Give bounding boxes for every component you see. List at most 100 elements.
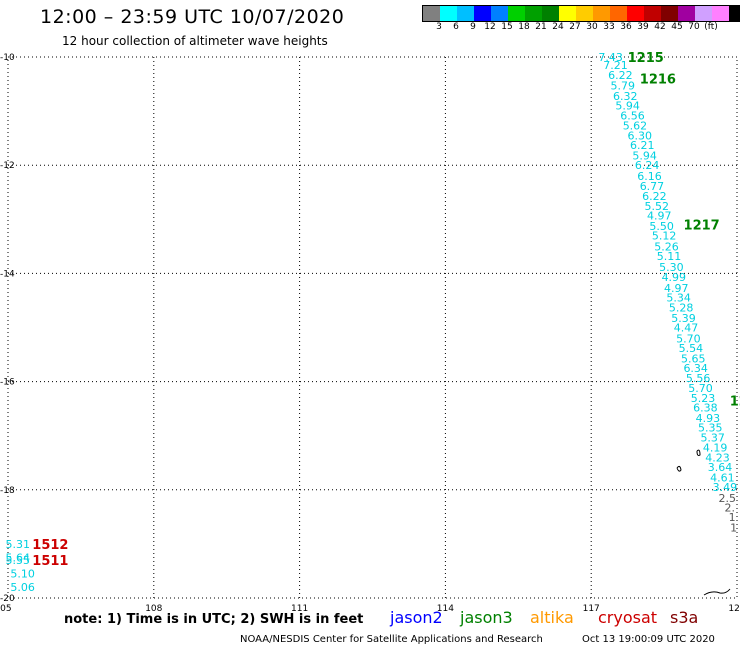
pass-time-label: 1216 bbox=[640, 73, 676, 88]
longitude-tick-label: 117 bbox=[583, 604, 600, 614]
color-swatch bbox=[678, 6, 695, 21]
swh-value: 4.99 bbox=[662, 271, 687, 284]
color-swatch bbox=[610, 6, 627, 21]
swh-value: 5.64 bbox=[5, 551, 30, 564]
swh-value: 3.49 bbox=[713, 481, 738, 494]
swh-value: 5.62 bbox=[623, 120, 648, 133]
color-swatch bbox=[457, 6, 474, 21]
swh-value: 5.34 bbox=[666, 292, 691, 305]
color-swatch bbox=[508, 6, 525, 21]
color-scale-label: 42 bbox=[654, 22, 666, 32]
swh-value: 5.52 bbox=[645, 200, 670, 213]
color-swatch bbox=[576, 6, 593, 21]
swh-value: 6.34 bbox=[683, 362, 708, 375]
swh-value: 5.50 bbox=[649, 220, 674, 233]
swh-value: 4.19 bbox=[703, 442, 728, 455]
color-scale-label: 21 bbox=[535, 22, 547, 32]
swh-value: 5.23 bbox=[691, 392, 716, 405]
color-scale-label: 45 bbox=[671, 22, 683, 32]
color-swatch bbox=[661, 6, 678, 21]
swh-value: 5.35 bbox=[698, 422, 723, 435]
latitude-tick-label: -16 bbox=[0, 378, 15, 388]
longitude-tick-label: 108 bbox=[145, 604, 162, 614]
color-scale-label: 12 bbox=[484, 22, 496, 32]
swh-value: 5.79 bbox=[611, 80, 636, 93]
pass-time-label: 1511 bbox=[32, 554, 68, 569]
color-scale-label: 70 bbox=[688, 22, 700, 32]
swh-value: 2. bbox=[724, 502, 735, 515]
swh-value: 5.10 bbox=[10, 568, 35, 581]
swh-value: 4.23 bbox=[705, 451, 730, 464]
swh-value: 5.94 bbox=[632, 149, 657, 162]
color-scale-bar bbox=[422, 5, 740, 22]
legend-entry-s3a: s3a bbox=[670, 608, 699, 627]
swh-value: 7.43 bbox=[598, 51, 623, 64]
color-scale-label: 6 bbox=[453, 22, 459, 32]
swh-value: 6.22 bbox=[642, 190, 667, 203]
swh-value: 5.65 bbox=[681, 352, 706, 365]
swh-value: 5.30 bbox=[659, 261, 684, 274]
color-scale-label: 15 bbox=[501, 22, 513, 32]
latitude-tick-label: -12 bbox=[0, 161, 15, 171]
swh-value: 5.31 bbox=[5, 538, 30, 551]
swh-value: 4.97 bbox=[647, 210, 672, 223]
footer-note: note: 1) Time is in UTC; 2) SWH is in fe… bbox=[64, 612, 364, 627]
longitude-tick-label: 105 bbox=[0, 604, 12, 614]
swh-value: 6.32 bbox=[613, 90, 638, 103]
color-scale-label: 33 bbox=[603, 22, 615, 32]
legend-entry-jason2: jason2 bbox=[390, 608, 443, 627]
color-swatch bbox=[593, 6, 610, 21]
footer-credit: NOAA/NESDIS Center for Satellite Applica… bbox=[240, 634, 543, 645]
swh-value: 1 bbox=[729, 511, 736, 524]
color-scale-label: 27 bbox=[569, 22, 581, 32]
swh-value: 6.30 bbox=[628, 129, 653, 142]
swh-value: 4.61 bbox=[710, 471, 735, 484]
swh-value: 2.5 bbox=[719, 492, 737, 505]
swh-value: 5.11 bbox=[657, 250, 682, 263]
color-scale-label: 36 bbox=[620, 22, 632, 32]
island-outline bbox=[696, 449, 701, 456]
swh-value: 6.21 bbox=[630, 139, 655, 152]
color-scale-label: 39 bbox=[637, 22, 649, 32]
swh-value: 5.56 bbox=[686, 372, 711, 385]
color-swatch bbox=[644, 6, 661, 21]
swh-value: 6.56 bbox=[620, 109, 645, 122]
swh-value: 6.22 bbox=[608, 69, 633, 82]
latitude-tick-label: -20 bbox=[0, 594, 15, 604]
color-swatch bbox=[440, 6, 457, 21]
color-swatch bbox=[423, 6, 440, 21]
pass-time-label: 1217 bbox=[684, 219, 720, 234]
coastline bbox=[703, 588, 731, 596]
color-scale-label: 24 bbox=[552, 22, 564, 32]
swh-value: 5.26 bbox=[654, 240, 679, 253]
swh-value: 5.06 bbox=[10, 581, 35, 594]
swh-value: 7.21 bbox=[603, 59, 628, 72]
longitude-tick-label: 120 bbox=[728, 604, 740, 614]
legend-entry-cryosat: cryosat bbox=[598, 608, 658, 627]
swh-value: 5.12 bbox=[652, 230, 677, 243]
swh-value: 5.94 bbox=[615, 100, 640, 113]
swh-value: 4.93 bbox=[696, 412, 721, 425]
color-scale-label: 18 bbox=[518, 22, 530, 32]
longitude-tick-label: 114 bbox=[437, 604, 454, 614]
swh-value: 5.37 bbox=[700, 431, 725, 444]
swh-value: 5.28 bbox=[669, 301, 694, 314]
latitude-tick-label: -14 bbox=[0, 269, 15, 279]
pass-time-label: 1218 bbox=[730, 395, 740, 410]
swh-value: 6.24 bbox=[635, 159, 660, 172]
swh-value: 5.39 bbox=[671, 312, 696, 325]
swh-value: 5.70 bbox=[676, 332, 701, 345]
legend-entry-jason3: jason3 bbox=[460, 608, 513, 627]
swh-value: 5.70 bbox=[688, 382, 713, 395]
color-scale-label: (ft) bbox=[704, 22, 718, 32]
pass-time-label: 1215 bbox=[628, 51, 664, 66]
color-swatch bbox=[712, 6, 729, 21]
swh-value: 5.55 bbox=[5, 554, 30, 567]
color-swatch bbox=[695, 6, 712, 21]
island-outline bbox=[676, 465, 682, 472]
swh-value: 6.16 bbox=[637, 170, 662, 183]
swh-value: 6.38 bbox=[693, 402, 718, 415]
footer-timestamp: Oct 13 19:00:09 UTC 2020 bbox=[582, 634, 715, 645]
color-swatch bbox=[729, 6, 740, 21]
